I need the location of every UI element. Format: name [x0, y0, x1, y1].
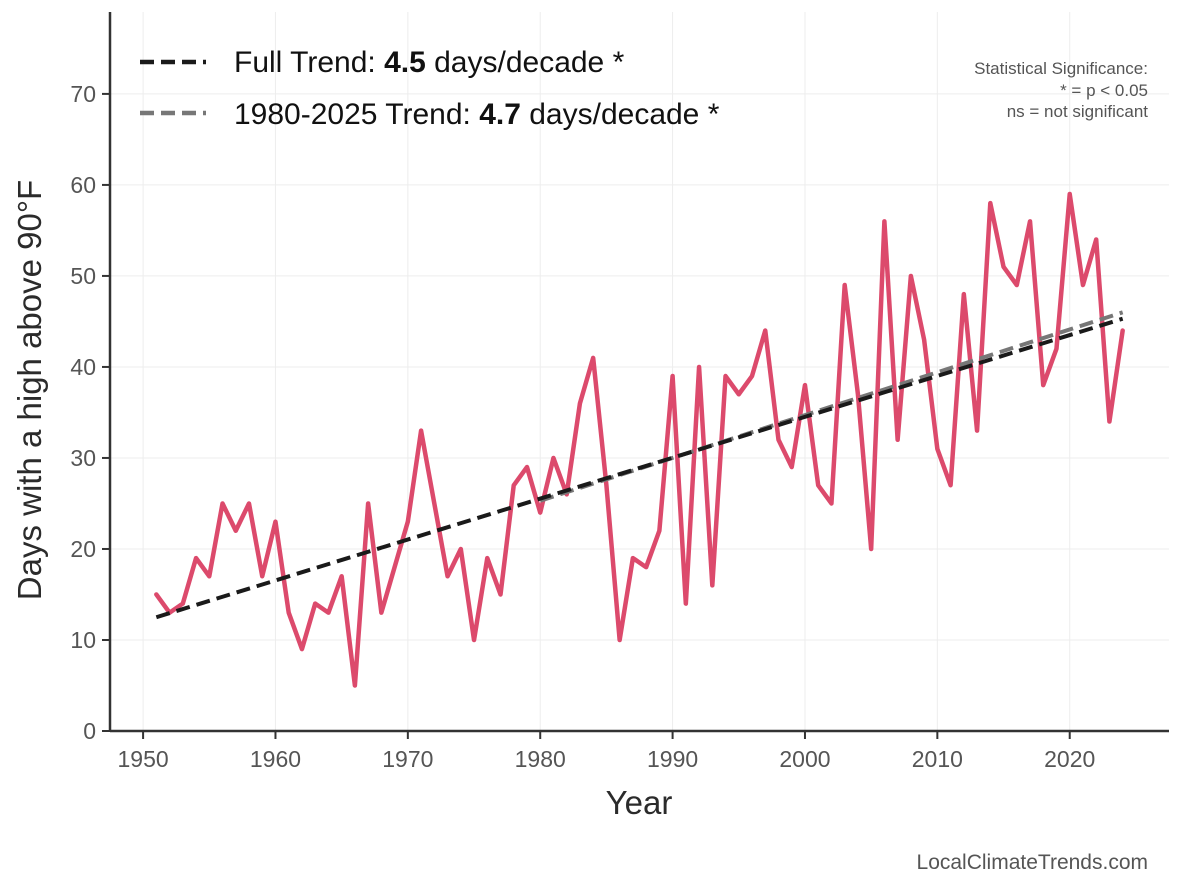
y-tick-label-40: 40: [70, 354, 96, 380]
significance-ns: ns = not significant: [1007, 102, 1149, 121]
significance-note: Statistical Significance: * = p < 0.05 n…: [974, 59, 1148, 121]
series-line-full-trend: [155, 316, 1124, 620]
x-tick-label-1980: 1980: [515, 746, 566, 772]
legend-prefix-recent-trend: 1980-2025 Trend:: [234, 98, 479, 131]
significance-title: Statistical Significance:: [974, 59, 1148, 78]
y-tick-label-30: 30: [70, 445, 96, 471]
tick-layer: 0 10 20 30 40 50 60 70 1950 1960 1970 1980 1990 2000 2…: [70, 81, 1095, 772]
legend-label-recent-trend: 1980-2025 Trend: 4.7 days/decade *: [234, 98, 720, 131]
legend-prefix-full-trend: Full Trend:: [234, 46, 384, 79]
legend-value-full-trend: 4.5: [384, 46, 426, 79]
legend: Full Trend: 4.5 days/decade * 1980-2025 …: [140, 46, 720, 131]
x-tick-label-2020: 2020: [1044, 746, 1095, 772]
y-tick-label-60: 60: [70, 172, 96, 198]
legend-value-recent-trend: 4.7: [479, 98, 521, 131]
y-tick-label-50: 50: [70, 263, 96, 289]
significance-p-value: * = p < 0.05: [1060, 81, 1148, 100]
x-tick-label-1950: 1950: [118, 746, 169, 772]
credit-label: LocalClimateTrends.com: [917, 851, 1148, 874]
x-tick-label-1970: 1970: [382, 746, 433, 772]
series-layer: [154, 191, 1125, 688]
x-axis-title: Year: [606, 784, 673, 821]
x-tick-label-2000: 2000: [779, 746, 830, 772]
y-tick-label-0: 0: [83, 718, 96, 744]
x-tick-label-1990: 1990: [647, 746, 698, 772]
series-line-1980-2025-trend: [539, 310, 1124, 503]
legend-label-full-trend: Full Trend: 4.5 days/decade *: [234, 46, 625, 79]
y-tick-label-10: 10: [70, 627, 96, 653]
series-line-days-above-90-f: [154, 191, 1125, 688]
legend-suffix-full-trend: days/decade *: [426, 46, 625, 79]
y-tick-label-20: 20: [70, 536, 96, 562]
y-axis-title: Days with a high above 90°F: [11, 180, 48, 600]
x-tick-label-2010: 2010: [912, 746, 963, 772]
grid-layer: [110, 12, 1169, 731]
legend-suffix-recent-trend: days/decade *: [521, 98, 720, 131]
y-tick-label-70: 70: [70, 81, 96, 107]
x-tick-label-1960: 1960: [250, 746, 301, 772]
